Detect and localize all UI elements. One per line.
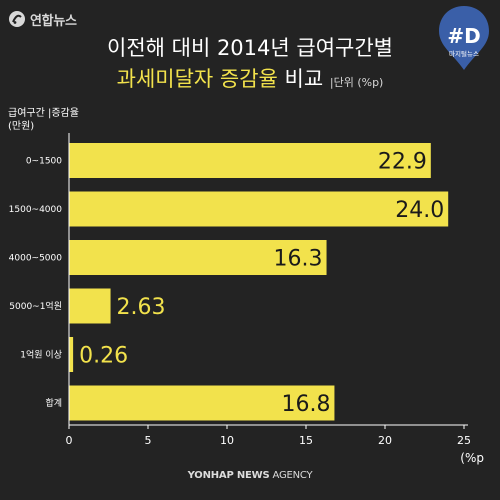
title-unit: |단위 (%p) xyxy=(329,76,384,89)
value-label: 22.9 xyxy=(378,150,427,175)
footer-credit: YONHAP NEWS AGENCY xyxy=(0,470,500,481)
bar xyxy=(69,385,335,421)
x-tick-label: 25 xyxy=(457,434,471,447)
x-tick-label: 15 xyxy=(299,434,313,447)
yonhap-logo-icon xyxy=(9,11,25,27)
value-label: 0.26 xyxy=(79,344,128,369)
axis-head: 급여구간 |증감율 (만원) xyxy=(8,107,79,133)
category-label: 1억원 이상 xyxy=(20,349,62,361)
axis-head-line2: (만원) xyxy=(8,121,35,132)
value-label: 16.3 xyxy=(274,247,323,272)
value-label: 24.0 xyxy=(395,198,444,223)
chart-title-line1: 이전해 대비 2014년 급여구간별 xyxy=(107,36,393,60)
bar xyxy=(69,337,74,372)
bar xyxy=(69,288,111,324)
category-label: 1500~4000 xyxy=(9,205,63,215)
yonhap-logo: 연합뉴스 xyxy=(8,8,77,30)
logo-text: 연합뉴스 xyxy=(30,13,77,29)
bar xyxy=(69,240,327,275)
value-label: 16.8 xyxy=(281,392,330,417)
badge-pin-icon xyxy=(439,6,489,70)
value-label: 2.63 xyxy=(117,295,166,320)
x-tick-label: 0 xyxy=(66,434,73,447)
category-label: 합계 xyxy=(45,397,62,409)
x-tick-label: 10 xyxy=(220,434,234,447)
title-rest: 비교 xyxy=(277,67,324,91)
badge-sublabel: 마지털뉴스 xyxy=(449,50,479,58)
category-label: 0~1500 xyxy=(26,157,62,167)
footer-rest: AGENCY xyxy=(269,470,313,481)
category-label: 4000~5000 xyxy=(9,254,63,264)
x-tick-label: 5 xyxy=(145,434,152,447)
bar xyxy=(69,191,449,227)
footer-bold: YONHAP NEWS xyxy=(187,470,270,481)
axis-head-line1: 급여구간 |증감율 xyxy=(8,108,79,119)
category-label: 5000~1억원 xyxy=(9,300,62,312)
x-axis-unit: (%p xyxy=(460,451,484,465)
badge-label: #D xyxy=(447,24,481,48)
x-tick-label: 20 xyxy=(378,434,392,447)
digital-news-badge: #D 마지털뉴스 xyxy=(436,4,492,72)
title-highlight: 과세미달자 증감율 xyxy=(116,67,278,91)
bar xyxy=(69,143,431,178)
chart-title-line2: 과세미달자 증감율 비교 |단위 (%p) xyxy=(0,63,500,93)
